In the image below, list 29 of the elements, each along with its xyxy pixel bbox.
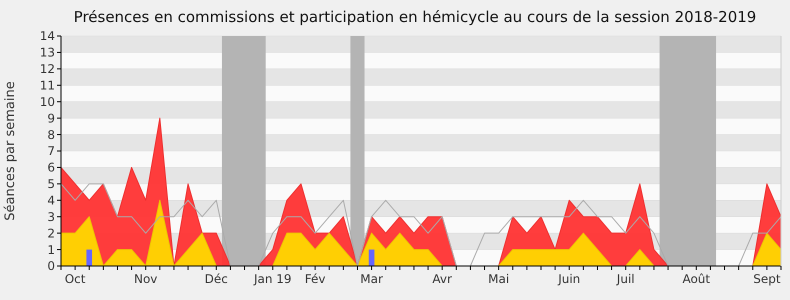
y-tick-label: 4 bbox=[47, 193, 55, 208]
x-tick-label: Mai bbox=[488, 272, 510, 286]
x-tick-label: Sept bbox=[753, 272, 781, 286]
x-tick-label: Août bbox=[682, 272, 710, 286]
x-tick-label: Jan 19 bbox=[252, 272, 292, 286]
y-tick-label: 0 bbox=[47, 259, 55, 274]
chart-title: Présences en commissions et participation en hémicycle au cours de la session 2018-2019 bbox=[74, 8, 756, 26]
x-tick-label: Juin bbox=[557, 272, 580, 286]
y-axis-title: Séances par semaine bbox=[3, 81, 18, 221]
y-tick-label: 5 bbox=[47, 177, 55, 192]
y-tick-label: 8 bbox=[47, 128, 55, 142]
x-tick-label: Oct bbox=[64, 272, 86, 286]
y-tick-label: 11 bbox=[40, 78, 55, 92]
x-tick-label: Fév bbox=[304, 272, 326, 286]
y-tick-label: 6 bbox=[47, 160, 55, 175]
y-tick-label: 9 bbox=[47, 111, 55, 126]
x-tick-label: Mar bbox=[360, 272, 383, 286]
x-tick-label: Avr bbox=[432, 272, 452, 286]
y-tick-label: 10 bbox=[40, 94, 55, 109]
y-tick-label: 13 bbox=[40, 46, 55, 60]
y-tick-label: 2 bbox=[47, 226, 55, 240]
y-tick-label: 14 bbox=[40, 29, 55, 44]
x-tick-label: Juil bbox=[616, 272, 635, 286]
y-tick-label: 12 bbox=[40, 62, 55, 76]
y-tick-label: 1 bbox=[47, 242, 55, 257]
y-tick-label: 3 bbox=[47, 210, 55, 224]
x-tick-label: Déc bbox=[204, 272, 228, 286]
x-tick-label: Nov bbox=[134, 272, 158, 286]
y-tick-label: 7 bbox=[47, 144, 55, 158]
